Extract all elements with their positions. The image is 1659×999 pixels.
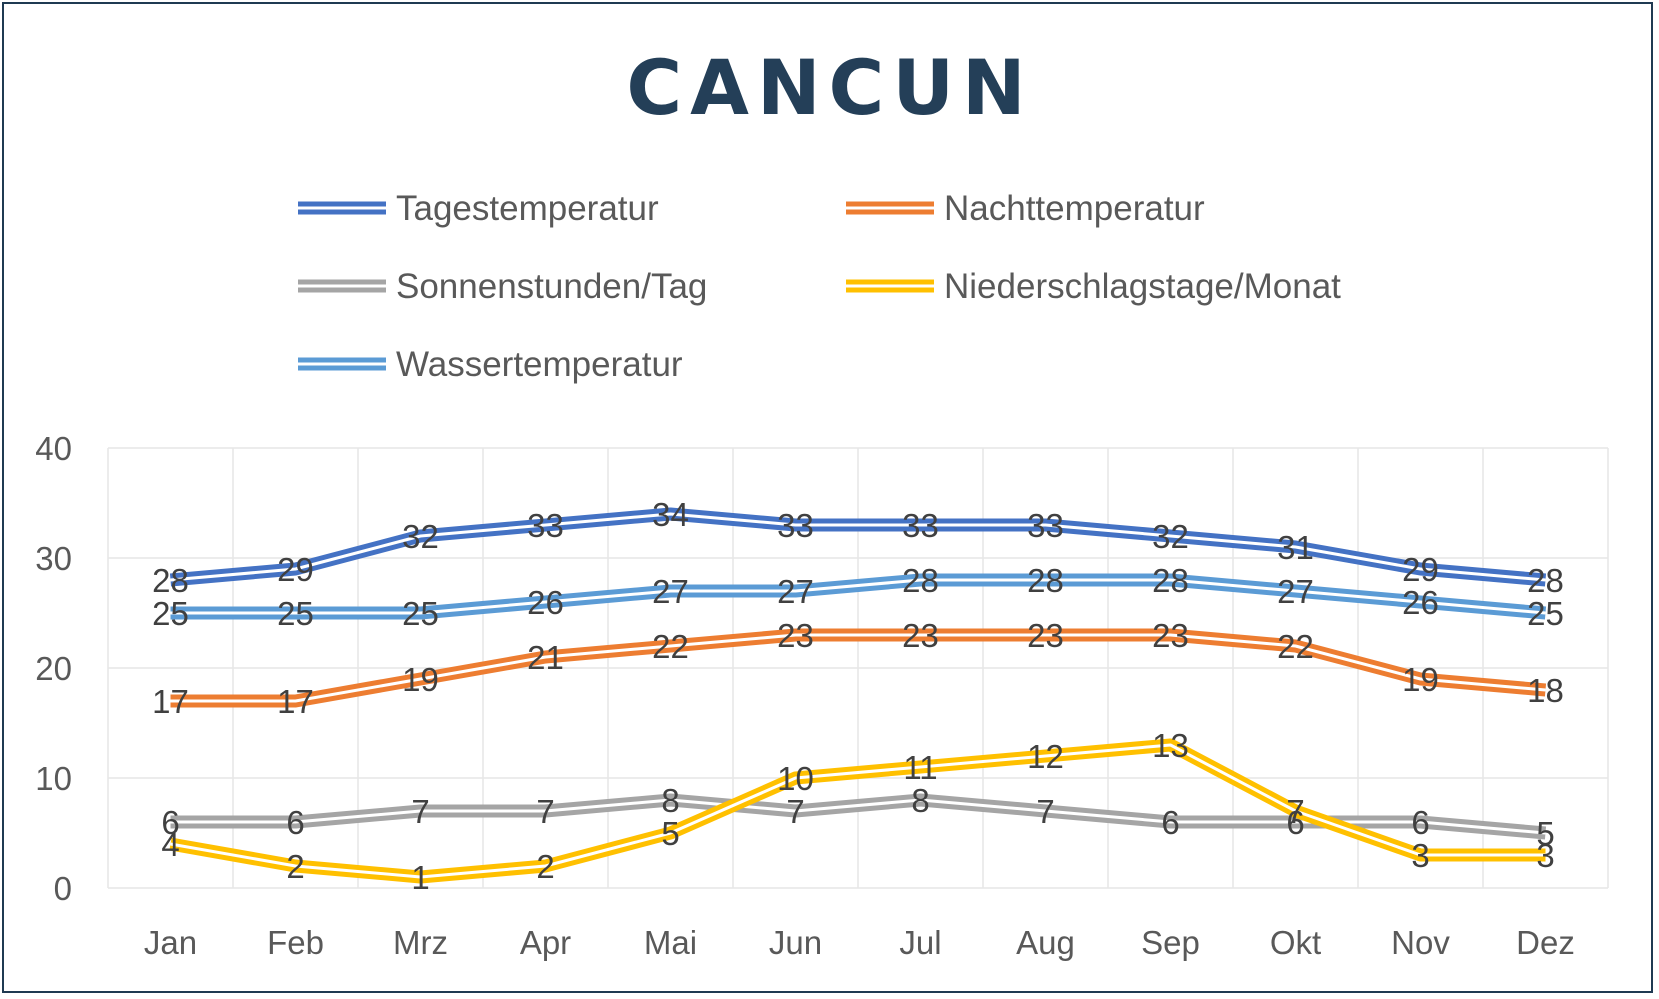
data-label: 28: [902, 562, 939, 599]
series-tagestemperatur-line: [169, 507, 1547, 587]
y-tick-label: 10: [35, 760, 72, 797]
legend-label: Nachttemperatur: [944, 189, 1205, 228]
data-label: 3: [1536, 837, 1554, 874]
legend-item-nachttemperatur: Nachttemperatur: [846, 189, 1205, 228]
x-tick-label: Feb: [267, 924, 324, 961]
data-label: 31: [1277, 529, 1314, 566]
x-tick-label: Nov: [1391, 924, 1450, 961]
data-label: 6: [161, 804, 179, 841]
data-label: 2: [286, 848, 304, 885]
data-label: 7: [1036, 793, 1054, 830]
legend-item-niederschlagstage-monat: Niederschlagstage/Monat: [846, 267, 1341, 306]
legend-item-wassertemperatur: Wassertemperatur: [298, 345, 683, 384]
data-label: 5: [1536, 815, 1554, 852]
data-label: 25: [277, 595, 314, 632]
data-label: 23: [1152, 617, 1189, 654]
data-label: 17: [152, 683, 189, 720]
x-tick-label: Jun: [769, 924, 822, 961]
data-label: 33: [902, 507, 939, 544]
y-tick-label: 20: [35, 650, 72, 687]
data-label: 27: [1277, 573, 1314, 610]
series-wassertemperatur-line: [170, 573, 1547, 620]
data-label: 12: [1027, 738, 1064, 775]
x-tick-label: Jul: [899, 924, 941, 961]
y-tick-label: 40: [35, 430, 72, 467]
data-label: 33: [1027, 507, 1064, 544]
data-label: 6: [286, 804, 304, 841]
chart-title: CANCUN: [626, 43, 1033, 132]
data-label: 11: [903, 749, 937, 786]
x-tick-label: Apr: [520, 924, 571, 961]
x-tick-label: Okt: [1270, 924, 1321, 961]
data-label: 22: [652, 628, 689, 665]
data-label: 34: [652, 496, 689, 533]
series-lines: [169, 507, 1547, 884]
data-label: 2: [536, 848, 554, 885]
data-label: 13: [1152, 727, 1189, 764]
data-label: 7: [1286, 793, 1304, 830]
data-label: 33: [527, 507, 564, 544]
data-label: 3: [1411, 837, 1429, 874]
data-label: 29: [1402, 551, 1439, 588]
data-label: 28: [152, 562, 189, 599]
x-axis-ticks: Jan Feb Mrz Apr Mai Jun Jul Aug Sep Okt Nov Dez: [144, 924, 1575, 961]
data-label: 18: [1527, 672, 1564, 709]
x-tick-label: Jan: [144, 924, 197, 961]
legend-label: Wassertemperatur: [396, 345, 683, 384]
data-label: 28: [1027, 562, 1064, 599]
data-label: 19: [1402, 661, 1439, 698]
data-label: 8: [661, 782, 679, 819]
series-niederschlagstage-monat-line: [169, 738, 1546, 884]
data-label: 10: [777, 760, 814, 797]
y-axis-ticks: 0 10 20 30 40: [35, 430, 72, 907]
data-label: 27: [777, 573, 814, 610]
series-nachttemperatur-line: [170, 628, 1547, 708]
data-label: 28: [1152, 562, 1189, 599]
data-label: 26: [1402, 584, 1439, 621]
data-label: 22: [1277, 628, 1314, 665]
data-label: 6: [1411, 804, 1429, 841]
data-label: 25: [1527, 595, 1564, 632]
x-tick-label: Dez: [1516, 924, 1575, 961]
data-label: 26: [527, 584, 564, 621]
data-label: 7: [411, 793, 429, 830]
data-label: 25: [152, 595, 189, 632]
data-label: 32: [402, 518, 439, 555]
data-label: 29: [277, 551, 314, 588]
data-label: 6: [1161, 804, 1179, 841]
legend-label: Sonnenstunden/Tag: [396, 267, 707, 306]
data-label: 25: [402, 595, 439, 632]
legend-item-sonnenstunden-tag: Sonnenstunden/Tag: [298, 267, 707, 306]
data-label: 17: [277, 683, 314, 720]
x-tick-label: Mai: [644, 924, 697, 961]
data-label: 5: [661, 815, 679, 852]
x-tick-label: Aug: [1016, 924, 1075, 961]
data-label: 8: [911, 782, 929, 819]
x-tick-label: Mrz: [393, 924, 448, 961]
data-label: 7: [786, 793, 804, 830]
data-label: 7: [536, 793, 554, 830]
legend-label: Niederschlagstage/Monat: [944, 267, 1341, 306]
data-label: 19: [402, 661, 439, 698]
y-tick-label: 0: [54, 870, 72, 907]
legend: Tagestemperatur Nachttemperatur Sonnenstun…: [298, 189, 1341, 384]
data-label: 28: [1527, 562, 1564, 599]
data-label: 21: [527, 639, 564, 676]
data-label: 33: [777, 507, 814, 544]
data-label: 23: [902, 617, 939, 654]
data-label: 23: [1027, 617, 1064, 654]
x-tick-label: Sep: [1141, 924, 1200, 961]
data-label: 23: [777, 617, 814, 654]
data-label: 27: [652, 573, 689, 610]
legend-label: Tagestemperatur: [396, 189, 659, 228]
y-tick-label: 30: [35, 540, 72, 577]
legend-item-tagestemperatur: Tagestemperatur: [298, 189, 659, 228]
data-label: 6: [1286, 804, 1304, 841]
data-label: 1: [411, 859, 429, 896]
data-label: 32: [1152, 518, 1189, 555]
data-label: 4: [161, 826, 179, 863]
